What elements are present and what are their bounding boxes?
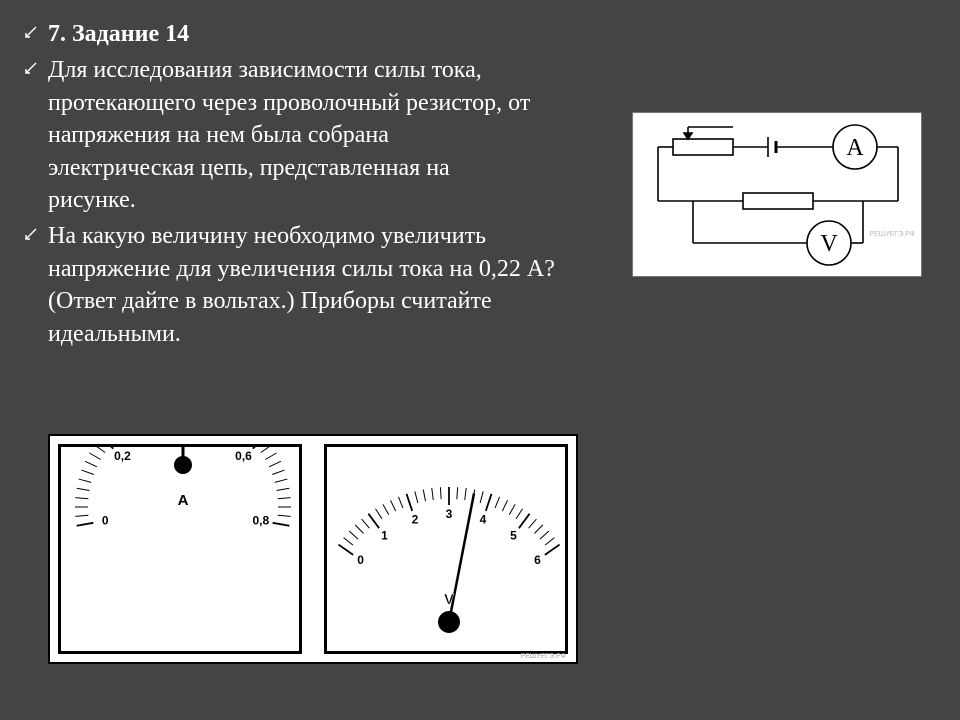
circuit-diagram: A V РЕШУЕГЭ.РФ [632,112,922,277]
svg-text:2: 2 [412,512,419,526]
svg-text:0,2: 0,2 [114,449,131,463]
paragraph-1: Для исследования зависимости силы тока, … [48,54,538,216]
svg-text:V: V [444,591,454,608]
bullet-icon [24,60,38,82]
watermark: РЕШУЕГЭ.РФ [869,231,915,238]
voltmeter-gauge: 0 1 2 3 4 5 6 V [324,444,568,654]
svg-text:0: 0 [357,553,364,567]
svg-text:0,6: 0,6 [235,449,252,463]
svg-text:6: 6 [534,553,541,567]
svg-text:3: 3 [446,507,453,521]
svg-text:5: 5 [510,528,517,542]
svg-text:0,8: 0,8 [252,514,269,528]
circuit-voltmeter-label: V [820,231,838,257]
task-title: 7. Задание 14 [48,21,189,47]
svg-text:1: 1 [381,528,388,542]
bullet-icon [24,226,38,248]
svg-text:A: A [178,492,189,509]
paragraph-2: На какую величину необходимо увеличить н… [48,220,558,350]
svg-text:4: 4 [480,512,487,526]
svg-text:0: 0 [102,514,109,528]
meter-panel: 00,20,40,60,8A 0123456V РЕШУЕГЭ.РФ [48,434,578,664]
ammeter-gauge: 00,20,40,60,8A [58,444,302,654]
watermark: РЕШУЕГЭ.РФ [520,653,566,660]
bullet-icon [24,24,38,46]
circuit-ammeter-label: A [846,135,864,161]
